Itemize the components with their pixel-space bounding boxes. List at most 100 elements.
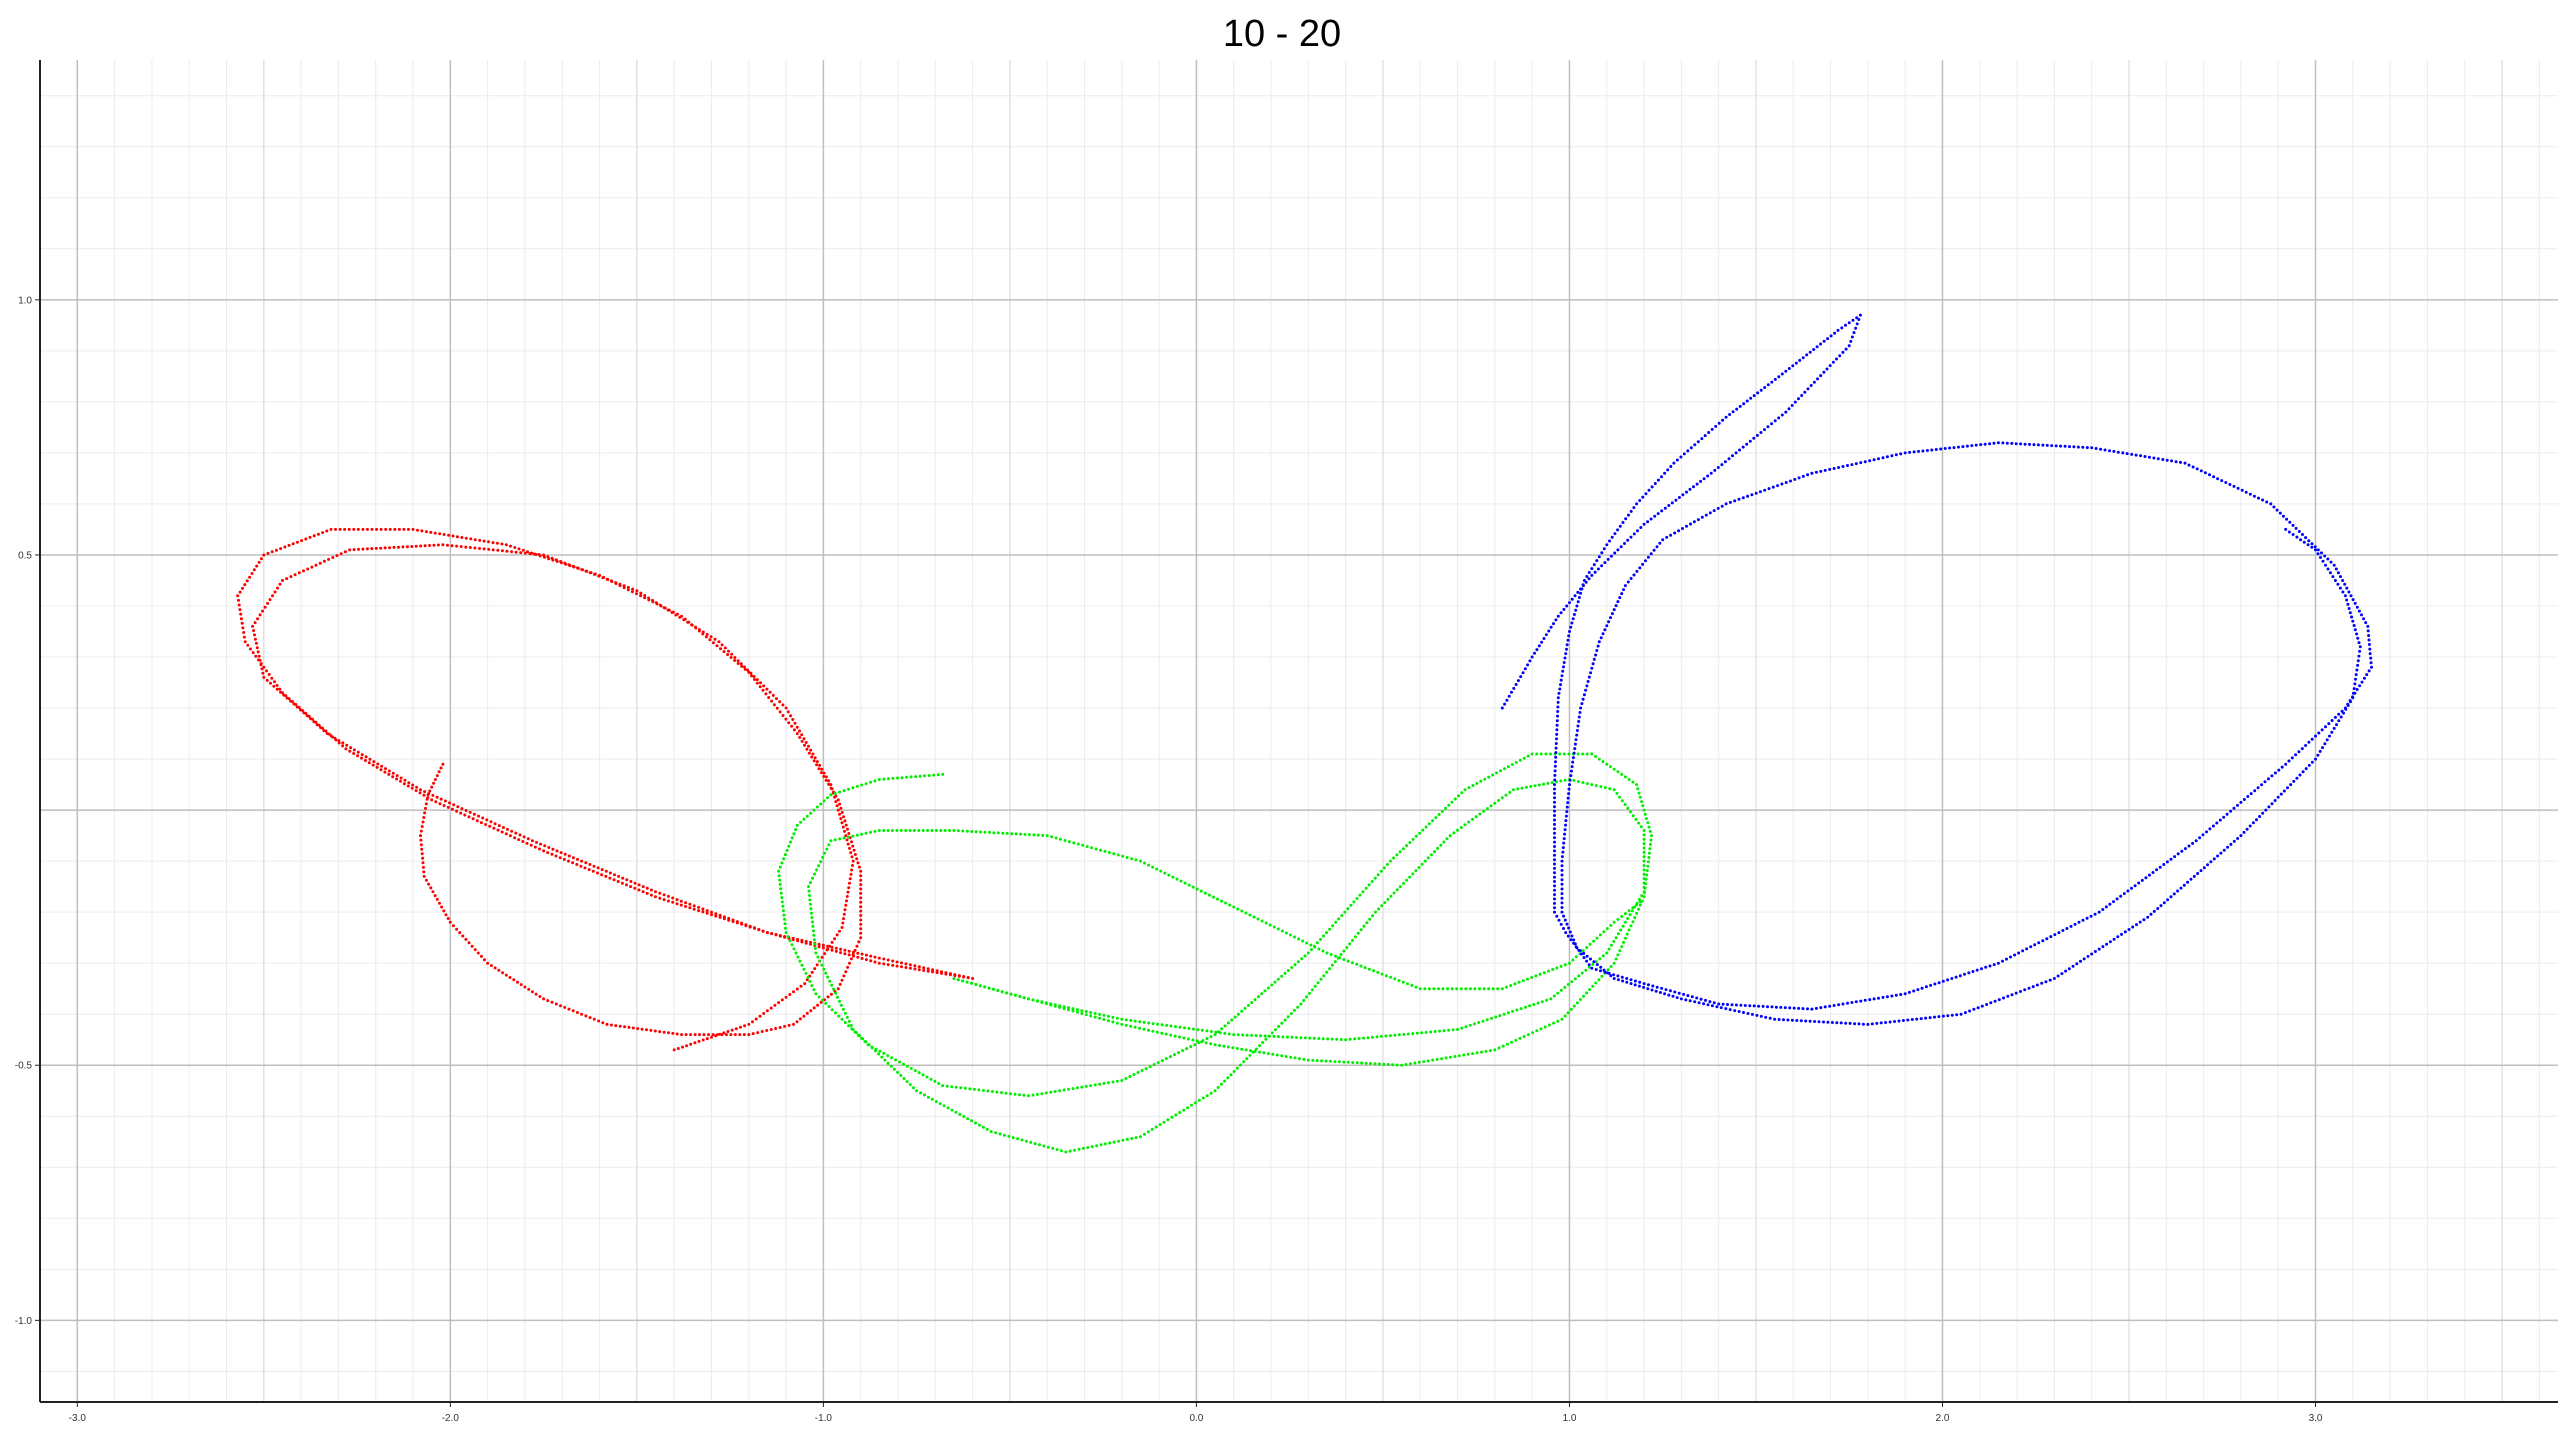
data-point	[1124, 1023, 1128, 1027]
data-point	[1774, 1005, 1778, 1009]
data-point	[1647, 488, 1651, 492]
data-point	[1245, 1057, 1249, 1061]
data-point	[812, 988, 816, 992]
data-point	[1831, 360, 1835, 364]
data-point	[1828, 1004, 1832, 1008]
data-point	[1790, 1018, 1794, 1022]
data-point	[1359, 928, 1363, 932]
data-point	[1863, 460, 1867, 464]
data-point	[789, 714, 793, 718]
data-point	[1712, 1001, 1716, 1005]
data-point	[525, 841, 529, 845]
data-point	[593, 572, 596, 576]
data-point	[1574, 955, 1578, 959]
data-point	[608, 876, 612, 880]
data-point	[1376, 970, 1380, 974]
data-point	[820, 767, 824, 771]
data-point	[2112, 937, 2116, 941]
data-point	[1560, 868, 1564, 872]
data-point	[2125, 452, 2129, 456]
data-point	[2267, 777, 2270, 781]
data-point	[1637, 821, 1641, 825]
data-point	[439, 766, 443, 770]
data-point	[1555, 732, 1559, 736]
data-point	[1315, 1059, 1319, 1063]
data-point	[2261, 811, 2265, 815]
data-point	[1230, 1018, 1234, 1022]
data-point	[1832, 467, 1836, 470]
data-point	[692, 904, 696, 908]
data-point	[1526, 977, 1529, 981]
data-point	[965, 980, 969, 984]
data-point	[1716, 506, 1720, 510]
data-point	[2358, 649, 2362, 653]
data-point	[1640, 800, 1644, 804]
data-point	[791, 938, 795, 942]
data-point	[333, 736, 337, 740]
data-point	[855, 857, 859, 861]
data-point	[2054, 444, 2058, 448]
data-point	[1616, 770, 1620, 774]
data-point	[1573, 742, 1577, 746]
series-0	[236, 527, 975, 1052]
data-point	[2314, 734, 2317, 738]
data-point	[1634, 817, 1638, 821]
data-point	[1280, 929, 1284, 933]
data-point	[1556, 714, 1559, 718]
data-point	[1618, 795, 1622, 799]
data-point	[1868, 459, 1872, 463]
data-point	[1631, 780, 1635, 784]
data-point	[1263, 989, 1267, 993]
data-point	[1564, 931, 1568, 935]
data-point	[1735, 407, 1739, 411]
data-point	[1072, 841, 1076, 845]
data-point	[1771, 485, 1775, 489]
data-point	[1380, 972, 1384, 976]
data-point	[1487, 775, 1491, 779]
data-point	[254, 654, 258, 658]
data-point	[2126, 889, 2130, 893]
data-point	[633, 881, 637, 885]
data-point	[1205, 1094, 1209, 1098]
data-point	[518, 833, 522, 837]
data-point	[844, 903, 848, 907]
data-point	[1516, 679, 1520, 683]
data-point	[847, 953, 851, 957]
data-point	[433, 894, 437, 898]
data-point	[1758, 490, 1762, 494]
data-point	[460, 807, 464, 811]
data-point	[485, 818, 489, 822]
data-point	[790, 836, 794, 840]
data-point	[1650, 485, 1654, 489]
data-point	[1120, 1079, 1124, 1082]
data-point	[1199, 889, 1203, 893]
data-point	[269, 681, 272, 685]
data-point	[1576, 600, 1580, 604]
data-point	[1567, 787, 1571, 791]
data-point	[1552, 1021, 1556, 1025]
data-point	[266, 601, 270, 605]
data-point	[2298, 773, 2302, 777]
data-point	[1250, 1033, 1254, 1037]
data-point	[643, 594, 647, 597]
data-point	[1379, 869, 1383, 873]
data-point	[1555, 914, 1559, 918]
data-point	[1682, 452, 1686, 456]
data-point	[2355, 688, 2359, 691]
data-point	[1614, 604, 1618, 608]
data-point	[1264, 921, 1268, 925]
data-point	[1629, 509, 1633, 513]
data-point	[258, 658, 262, 662]
data-point	[1554, 742, 1558, 745]
data-point	[419, 829, 423, 833]
data-point	[1792, 1006, 1796, 1010]
data-point	[2307, 539, 2311, 543]
data-point	[1708, 1000, 1712, 1004]
data-point	[1041, 833, 1045, 837]
data-point	[1209, 1030, 1213, 1033]
data-point	[1379, 1034, 1383, 1038]
data-point	[1089, 1011, 1093, 1014]
data-point	[2291, 523, 2295, 527]
data-point	[873, 829, 877, 833]
data-point	[1324, 1059, 1328, 1063]
